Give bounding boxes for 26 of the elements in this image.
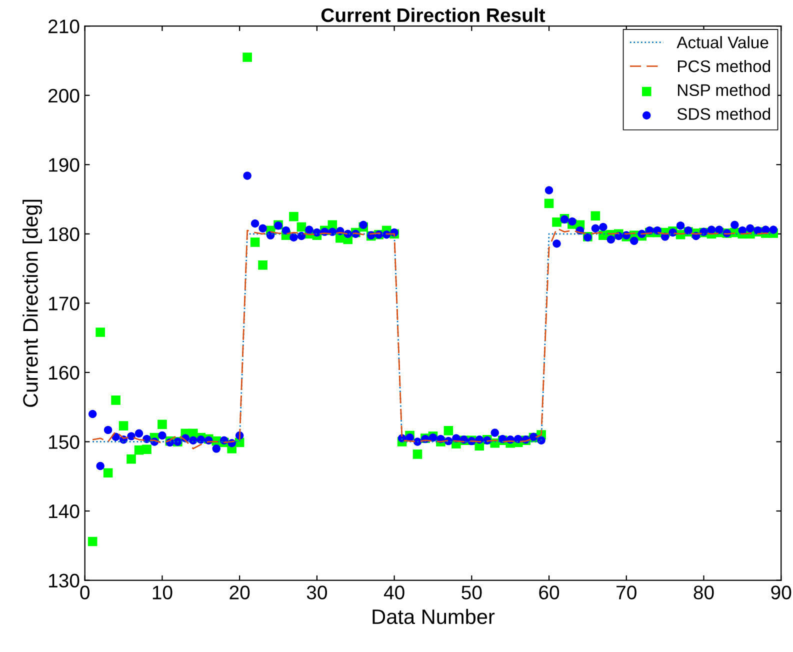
chart-title: Current Direction Result [321, 8, 546, 22]
y-tick-label: 170 [49, 296, 80, 310]
y-tick-label: 130 [49, 574, 80, 588]
y-tick-label: 200 [48, 88, 80, 103]
x-axis-title: Data Number [372, 608, 495, 624]
y-tick-label: 150 [49, 435, 80, 449]
legend-label: Actual Value [676, 36, 768, 48]
y-tick-label: 180 [49, 227, 80, 242]
x-tick-label: 20 [230, 586, 250, 600]
x-tick-label: 70 [616, 586, 636, 600]
legend-label: PCS method [678, 60, 770, 72]
y-tick-label: 210 [48, 20, 80, 34]
x-tick-label: 40 [384, 586, 404, 600]
x-tick-label: 30 [306, 586, 327, 600]
x-tick-label: 10 [152, 586, 172, 600]
legend-label: NSP method [678, 84, 770, 96]
y-tick-label: 160 [49, 366, 80, 380]
x-tick-label: 0 [80, 586, 90, 600]
y-tick-label: 140 [49, 504, 80, 518]
y-tick-label: 190 [49, 158, 80, 172]
x-tick-label: 90 [771, 586, 792, 600]
x-tick-label: 80 [694, 586, 714, 600]
y-axis-title: Current Direction [deg] [22, 200, 42, 407]
x-tick-label: 50 [462, 586, 482, 600]
x-tick-label: 60 [539, 586, 560, 600]
legend-label: SDS method [677, 108, 770, 120]
